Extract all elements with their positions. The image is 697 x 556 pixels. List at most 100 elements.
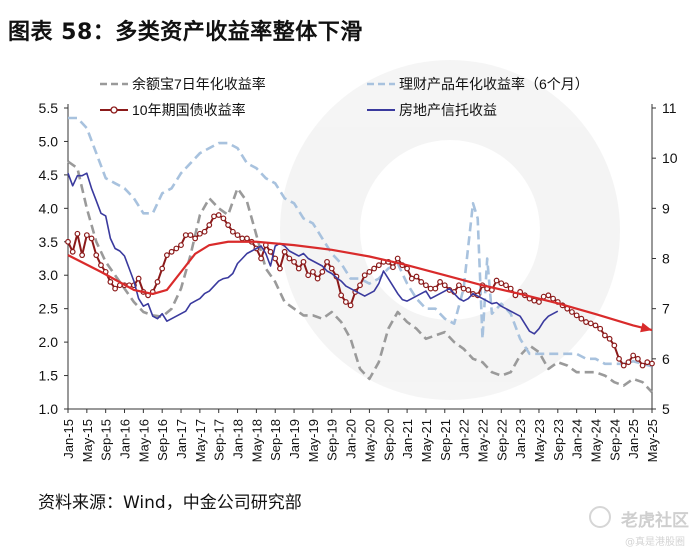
series-point [531,297,538,304]
series-point [239,235,246,242]
series-point [583,319,589,325]
series-point [649,360,655,367]
series-point [625,359,632,366]
series-point [507,285,514,292]
x-tick-label: Jan-18 [231,419,246,459]
series-point [465,287,472,293]
series-point [192,235,199,242]
legend-label: 房地产信托收益 [399,102,497,118]
series-point [229,228,236,235]
series-point [65,238,71,245]
series-point [437,279,443,285]
series-point [272,255,279,262]
series-point [168,248,175,255]
y-left-tick-label: 1.5 [39,368,59,384]
series-point [460,285,467,292]
series-point [375,262,382,269]
x-tick-label: May-20 [362,419,377,462]
series-point [503,282,509,289]
x-tick-label: Jan-23 [513,419,528,459]
series-point [112,285,118,292]
y-right-tick-label: 7 [662,301,670,317]
y-left-tick-label: 2.0 [39,334,59,350]
series-point [644,359,651,366]
series-point [244,235,250,242]
y-right-tick-label: 10 [662,150,678,166]
page-title: 图表 58：多类资产收益率整体下滑 [8,20,363,45]
series-point [536,299,542,305]
series-point [342,299,349,305]
x-tick-label: May-16 [136,419,151,462]
series-point [187,232,194,238]
y-left-tick-label: 3.5 [39,234,59,250]
x-tick-label: Sep-21 [438,419,453,461]
series-point [234,232,241,238]
series-point [361,272,368,279]
series-point [357,282,363,289]
series-point [639,362,646,369]
background-watermark-icon [280,60,620,400]
series-point [201,228,208,235]
series-point [587,320,594,327]
x-tick-label: May-18 [249,419,264,462]
x-tick-label: Jan-17 [174,419,189,459]
x-tick-label: May-15 [80,419,95,462]
x-tick-label: Sep-15 [99,419,114,461]
legend-label: 理财产品年化收益率（6个月） [399,76,589,92]
series-point [305,272,312,279]
series-point [606,335,613,342]
series-point [178,242,184,249]
x-tick-label: Sep-18 [268,419,283,461]
series-point [215,212,222,218]
series-point [69,248,76,255]
series-point [88,235,95,242]
x-tick-label: Sep-23 [551,419,566,461]
series-point [79,252,86,259]
watermark-logo-icon [589,506,611,528]
y-left-tick-label: 5.0 [39,133,59,149]
x-tick-label: May-22 [475,419,490,462]
series-point [550,295,556,302]
series-point [493,277,500,284]
x-tick-label: Jan-21 [400,419,415,459]
series-point [196,230,203,237]
x-tick-label: Jan-19 [287,419,302,459]
series-point [182,232,189,238]
y-right-tick-label: 5 [662,401,670,417]
series-point [98,262,104,269]
x-tick-label: May-19 [306,419,321,462]
series-point [258,255,264,262]
series-point [211,213,217,220]
series-point [319,268,326,275]
series-point [173,245,180,252]
series-point [616,355,622,362]
watermark-subtext: @真是港股圈 [625,537,685,548]
legend-label: 10年期国债收益率 [132,102,246,118]
series-point [611,342,618,349]
series-point [573,312,580,319]
x-tick-label: Jan-25 [626,419,641,459]
series-point [366,268,373,275]
series-point [281,248,288,255]
series-line [67,160,653,394]
series-point [291,258,297,265]
series-point [83,232,90,238]
series-point [597,325,604,332]
series-point [154,279,161,285]
trend-line [67,240,653,332]
series-point [423,282,429,289]
series-line [68,116,653,368]
series-point [456,282,462,289]
series-point [206,222,213,228]
series-point [164,252,170,259]
series-point [634,355,641,362]
series-point [432,285,439,292]
series-point [620,362,627,369]
series-point [418,279,425,285]
x-tick-label: May-24 [588,419,603,462]
series-point [394,255,401,262]
series-point [93,252,100,259]
legend-label: 余额宝7日年化收益率 [132,76,266,92]
x-tick-label: Jan-20 [344,419,359,459]
series-point [602,332,608,339]
